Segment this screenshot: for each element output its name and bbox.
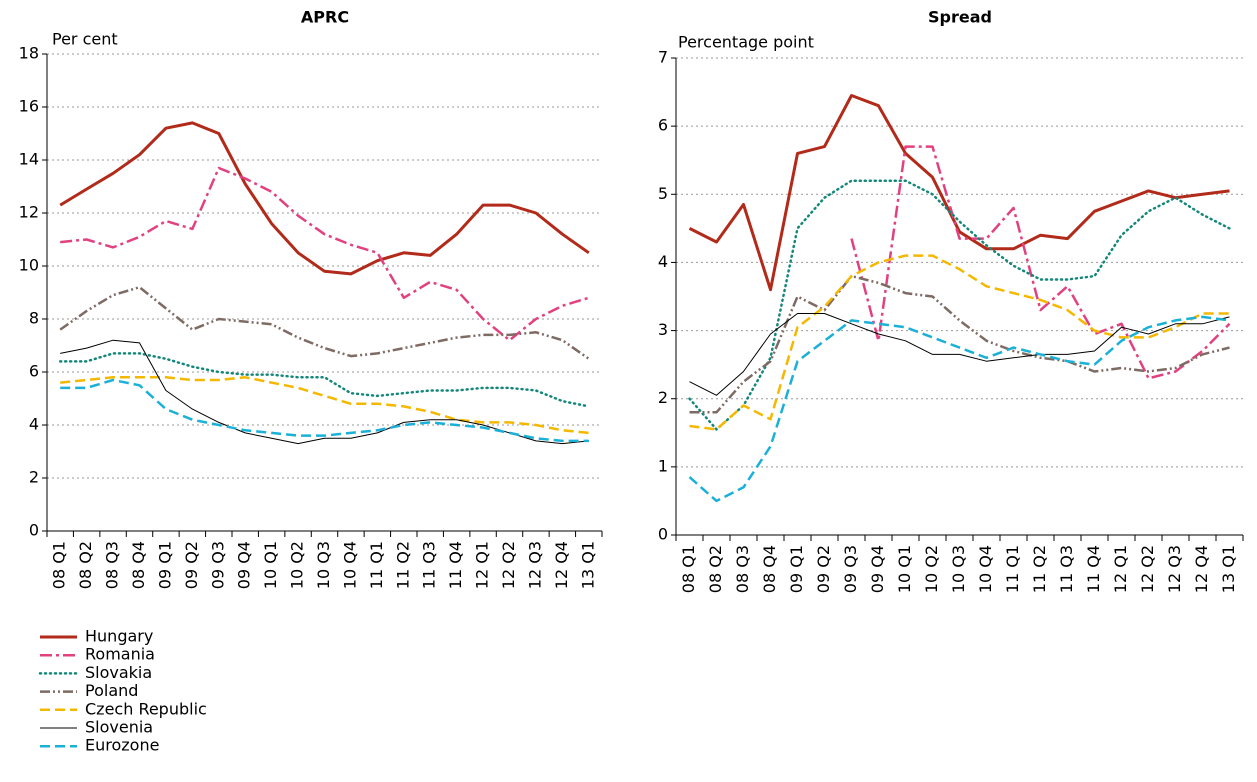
x-tick-label: 12 Q3 <box>1165 545 1184 593</box>
x-tick-label: 08 Q3 <box>103 541 122 589</box>
x-tick-label: 10 Q4 <box>340 541 359 589</box>
x-tick-label: 11 Q2 <box>393 541 412 589</box>
series-line <box>688 315 1230 503</box>
legend-label: Czech Republic <box>85 699 207 718</box>
x-tick-label: 11 Q4 <box>446 541 465 589</box>
x-tick-label: 09 Q1 <box>155 541 174 589</box>
x-tick-label: 09 Q4 <box>868 545 887 593</box>
x-tick-label: 11 Q3 <box>420 541 439 589</box>
series-line <box>689 274 1230 414</box>
y-tick-label: 1 <box>658 456 668 475</box>
chart-title: APRC <box>301 8 349 27</box>
y-tick-label: 2 <box>29 468 39 487</box>
x-tick-label: 10 Q1 <box>895 545 914 593</box>
y-tick-label: 14 <box>19 150 39 169</box>
legend-label: Romania <box>85 645 155 664</box>
x-tick-label: 09 Q3 <box>841 545 860 593</box>
series-line <box>58 352 591 408</box>
x-tick-label: 11 Q3 <box>1057 545 1076 593</box>
series-line <box>59 285 590 360</box>
x-tick-label: 13 Q1 <box>578 541 597 589</box>
y-tick-label: 6 <box>29 362 39 381</box>
y-tick-label: 5 <box>658 184 668 203</box>
x-tick-label: 12 Q1 <box>1111 545 1130 593</box>
x-tick-label: 08 Q1 <box>679 545 698 593</box>
x-tick-label: 10 Q2 <box>288 541 307 589</box>
x-tick-label: 09 Q2 <box>814 545 833 593</box>
legend-label: Slovenia <box>85 718 153 737</box>
y-axis-label: Percentage point <box>678 33 814 52</box>
legend-label: Eurozone <box>85 736 159 755</box>
x-tick-label: 13 Q1 <box>1219 545 1238 593</box>
x-tick-label: 09 Q4 <box>235 541 254 589</box>
y-tick-label: 8 <box>29 309 39 328</box>
y-tick-label: 0 <box>658 525 668 544</box>
series-line <box>60 339 589 445</box>
x-tick-label: 11 Q4 <box>1084 545 1103 593</box>
y-tick-label: 4 <box>658 252 668 271</box>
x-tick-label: 09 Q1 <box>787 545 806 593</box>
series-line <box>60 166 590 342</box>
y-tick-label: 0 <box>29 521 39 540</box>
x-tick-label: 12 Q3 <box>525 541 544 589</box>
x-tick-label: 11 Q2 <box>1030 545 1049 593</box>
chart-title: Spread <box>928 8 992 27</box>
y-axis-label: Per cent <box>52 30 118 49</box>
series-line <box>688 94 1230 292</box>
x-tick-label: 08 Q2 <box>76 541 95 589</box>
x-tick-label: 10 Q2 <box>922 545 941 593</box>
x-tick-label: 11 Q1 <box>367 541 386 589</box>
legend-label: Slovakia <box>85 663 152 682</box>
y-tick-label: 4 <box>29 415 39 434</box>
x-tick-label: 11 Q1 <box>1003 545 1022 593</box>
x-tick-label: 12 Q2 <box>499 541 518 589</box>
y-tick-label: 7 <box>658 48 668 67</box>
x-tick-label: 08 Q4 <box>760 545 779 593</box>
y-tick-label: 10 <box>19 256 39 275</box>
x-tick-label: 10 Q3 <box>949 545 968 593</box>
y-tick-label: 6 <box>658 116 668 135</box>
y-tick-label: 2 <box>658 388 668 407</box>
series-line <box>689 254 1230 431</box>
series-line <box>689 313 1230 396</box>
y-tick-label: 3 <box>658 320 668 339</box>
y-tick-label: 18 <box>19 44 39 63</box>
x-tick-label: 08 Q3 <box>733 545 752 593</box>
x-tick-label: 08 Q2 <box>706 545 725 593</box>
series-line <box>60 378 589 443</box>
x-tick-label: 10 Q1 <box>261 541 280 589</box>
x-tick-label: 08 Q4 <box>129 541 148 589</box>
x-tick-label: 12 Q1 <box>473 541 492 589</box>
x-tick-label: 12 Q2 <box>1138 545 1157 593</box>
series-line <box>59 121 590 276</box>
x-tick-label: 08 Q1 <box>50 541 69 589</box>
x-tick-label: 10 Q3 <box>314 541 333 589</box>
series-line <box>688 179 1231 431</box>
y-tick-label: 16 <box>19 97 39 116</box>
x-tick-label: 09 Q3 <box>208 541 227 589</box>
x-tick-label: 09 Q2 <box>182 541 201 589</box>
legend-label: Hungary <box>85 627 153 646</box>
x-tick-label: 12 Q4 <box>1192 545 1211 593</box>
y-tick-label: 12 <box>19 203 39 222</box>
legend-label: Poland <box>85 681 138 700</box>
series-line <box>850 145 1231 380</box>
x-tick-label: 10 Q4 <box>976 545 995 593</box>
x-tick-label: 12 Q4 <box>552 541 571 589</box>
